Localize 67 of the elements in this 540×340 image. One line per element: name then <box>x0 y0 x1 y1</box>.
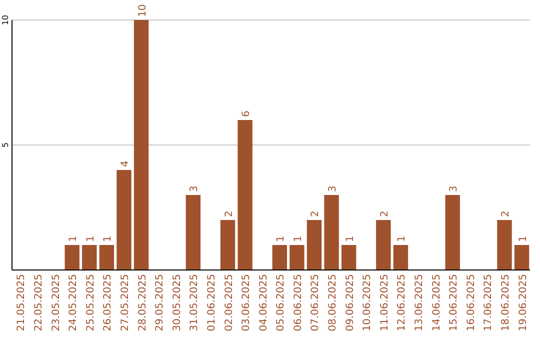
x-tick-label: 18.06.2025 <box>500 274 512 332</box>
x-tick-label: 21.05.2025 <box>16 274 28 332</box>
bar <box>64 245 80 270</box>
data-label: 6 <box>241 110 252 117</box>
x-tick-label: 15.06.2025 <box>448 274 460 332</box>
data-label: 2 <box>224 210 235 217</box>
data-label: 1 <box>518 236 529 242</box>
bar <box>376 220 391 270</box>
y-tick-label: 5 <box>1 142 10 148</box>
x-tick-label: 08.06.2025 <box>328 274 339 332</box>
data-label: 1 <box>396 236 408 242</box>
x-tick-label: 26.05.2025 <box>102 274 114 332</box>
x-tick-label: 27.05.2025 <box>120 274 131 332</box>
x-tick-label: 22.05.2025 <box>34 274 45 332</box>
data-label: 1 <box>68 236 80 242</box>
x-tick-label: 12.06.2025 <box>396 274 408 332</box>
bar <box>186 195 201 270</box>
x-tick-label: 10.06.2025 <box>362 274 374 332</box>
bar <box>99 245 114 270</box>
x-tick-label: 23.05.2025 <box>50 274 62 332</box>
x-tick-label: 06.06.2025 <box>292 274 304 332</box>
bar <box>324 195 339 270</box>
bar <box>497 220 512 270</box>
x-tick-label: 14.06.2025 <box>431 274 442 332</box>
x-tick-label: 02.06.2025 <box>224 274 235 332</box>
x-tick-label: 04.06.2025 <box>258 274 270 332</box>
x-tick-label: 07.06.2025 <box>310 274 322 332</box>
data-label: 2 <box>310 210 322 217</box>
data-label: 2 <box>500 210 512 217</box>
x-tick-label: 30.05.2025 <box>172 274 183 332</box>
x-tick-label: 19.06.2025 <box>518 274 529 332</box>
x-tick-label: 24.05.2025 <box>68 274 80 332</box>
data-label: 2 <box>379 210 390 217</box>
data-label: 3 <box>189 186 200 192</box>
bar <box>220 220 236 270</box>
bar <box>238 120 252 270</box>
data-label: 1 <box>292 236 304 242</box>
x-tick-label: 28.05.2025 <box>137 274 148 332</box>
data-label: 1 <box>276 236 287 242</box>
x-tick-label: 03.06.2025 <box>241 274 252 332</box>
x-tick-label: 17.06.2025 <box>483 274 494 332</box>
x-tick-label: 31.05.2025 <box>189 274 200 332</box>
bar <box>134 20 149 270</box>
bar <box>445 195 460 270</box>
x-tick-label: 13.06.2025 <box>414 274 426 332</box>
x-tick-label: 16.06.2025 <box>466 274 477 332</box>
x-tick-label: 11.06.2025 <box>379 274 390 332</box>
data-label: 3 <box>328 186 339 192</box>
bar <box>306 220 322 270</box>
data-label: 10 <box>137 4 148 17</box>
x-tick-label: 09.06.2025 <box>344 274 356 332</box>
bar <box>393 245 408 270</box>
x-tick-label: 05.06.2025 <box>276 274 287 332</box>
bar <box>272 245 287 270</box>
bar <box>290 245 304 270</box>
data-label: 1 <box>344 236 356 242</box>
data-label: 1 <box>102 236 114 242</box>
bar <box>82 245 97 270</box>
bar <box>116 170 132 270</box>
x-tick-label: 25.05.2025 <box>85 274 96 332</box>
bar <box>341 245 356 270</box>
data-label: 3 <box>448 186 460 192</box>
x-tick-label: 29.05.2025 <box>154 274 166 332</box>
data-label: 1 <box>85 236 96 242</box>
x-tick-label: 01.06.2025 <box>206 274 218 332</box>
bar <box>514 245 530 270</box>
data-label: 4 <box>120 160 131 167</box>
